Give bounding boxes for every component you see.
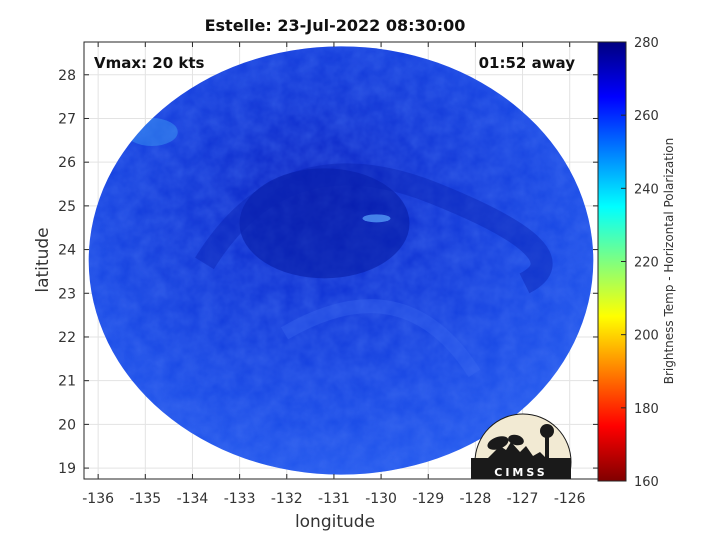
time-away-annotation: 01:52 away <box>479 54 576 72</box>
spiral-band <box>195 163 553 294</box>
y-tick-label: 26 <box>58 155 76 171</box>
colorbar-ticks: 160 180 200 220 240 260 280 <box>621 36 659 490</box>
chart-title: Estelle: 23-Jul-2022 08:30:00 <box>205 16 466 35</box>
x-tick-label: -131 <box>318 491 350 507</box>
brightness-temp-swath <box>88 46 594 475</box>
cimss-logo: CIMSS <box>471 413 572 479</box>
x-tick-label: -136 <box>82 491 114 507</box>
y-tick-label: 27 <box>58 111 76 127</box>
storm-core <box>239 168 410 279</box>
swath-texture <box>88 46 594 475</box>
colorbar-label: Brightness Temp - Horizontal Polarizatio… <box>662 138 676 385</box>
y-tick-label: 19 <box>58 461 76 477</box>
colorbar-tick-label: 160 <box>634 475 659 490</box>
x-tick-label: -127 <box>507 491 539 507</box>
y-tick-label: 25 <box>58 199 76 215</box>
colorbar-tick-label: 220 <box>634 256 659 271</box>
y-tick-label: 20 <box>58 417 76 433</box>
vmax-annotation: Vmax: 20 kts <box>94 54 204 72</box>
warm-patch <box>362 214 391 223</box>
x-tick-label: -130 <box>365 491 397 507</box>
x-tick-label: -129 <box>412 491 444 507</box>
colorbar-tick-label: 200 <box>634 329 659 344</box>
y-axis-label: latitude <box>33 227 53 292</box>
colorbar-tick-label: 180 <box>634 402 659 417</box>
colorbar-tick-label: 240 <box>634 182 659 197</box>
y-tick-label: 22 <box>58 330 76 346</box>
x-tick-label: -128 <box>460 491 492 507</box>
y-tick-label: 23 <box>58 286 76 302</box>
spiral-band <box>280 299 481 378</box>
x-tick-label: -126 <box>554 491 586 507</box>
x-axis: -136 -135 -134 -133 -132 -131 -130 -129 -128 -127… <box>82 42 586 507</box>
x-tick-label: -135 <box>129 491 161 507</box>
colorbar-tick-label: 280 <box>634 36 659 51</box>
x-tick-label: -132 <box>271 491 303 507</box>
x-axis-label: longitude <box>295 512 375 532</box>
x-tick-label: -134 <box>177 491 209 507</box>
y-tick-label: 21 <box>58 374 76 390</box>
y-tick-label: 24 <box>58 243 76 259</box>
x-tick-label: -133 <box>224 491 256 507</box>
y-tick-label: 28 <box>58 68 76 84</box>
y-axis: 19 20 21 22 23 24 25 26 27 28 <box>58 68 598 477</box>
cimss-logo-text: CIMSS <box>494 466 547 479</box>
colorbar-tick-label: 260 <box>634 109 659 124</box>
